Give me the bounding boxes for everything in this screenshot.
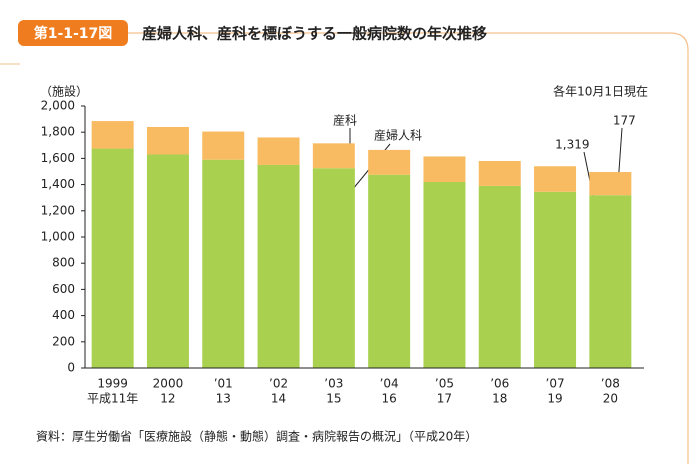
bar-segment [478, 185, 521, 368]
x-tick-sublabel: 14 [271, 392, 286, 406]
x-tick-sublabel: 19 [547, 392, 562, 406]
bar-segment [478, 161, 521, 186]
x-tick-label: ’03 [324, 377, 343, 391]
y-tick-label: 2,000 [41, 99, 75, 113]
x-tick-label: ’07 [546, 377, 565, 391]
figure-number: 第1-1-17図 [34, 25, 113, 42]
x-tick-sublabel: 13 [216, 392, 231, 406]
x-tick-sublabel: 15 [326, 392, 341, 406]
x-tick-label: ’08 [601, 377, 620, 391]
x-tick-sublabel: 17 [437, 392, 452, 406]
frame [128, 32, 689, 464]
y-tick-label: 0 [67, 361, 75, 375]
bar-segment [202, 131, 245, 160]
bar-segment [312, 168, 355, 368]
x-tick-label: ’01 [214, 377, 233, 391]
y-tick-label: 1,400 [41, 177, 75, 191]
x-tick-label: ’05 [435, 377, 454, 391]
bar-segment [202, 159, 245, 368]
bar-segment [589, 195, 632, 368]
chart-title: 産婦人科、産科を標ぼうする一般病院数の年次推移 [142, 25, 487, 43]
bar-segment [534, 166, 577, 192]
value-label: 177 [613, 114, 636, 128]
bar-segment [146, 126, 189, 155]
x-tick-label: 2000 [153, 377, 184, 391]
source: 資料：厚生労働省「医療施設（静態・動態）調査・病院報告の概況」（平成20年） [36, 429, 477, 444]
y-tick-label: 1,800 [41, 125, 75, 139]
bar-segment [91, 148, 134, 368]
bar-segment [257, 164, 300, 368]
bar-segment [368, 174, 411, 368]
x-tick-label: ’06 [490, 377, 509, 391]
bar-segment [589, 172, 632, 196]
y-tick-label: 200 [52, 334, 75, 348]
bar-segment [312, 143, 355, 169]
y-tick-label: 400 [52, 308, 75, 322]
y-tick-label: 1,200 [41, 203, 75, 217]
legend-label: 産婦人科 [374, 128, 422, 143]
note: 各年10月1日現在 [553, 84, 648, 99]
x-tick-sublabel: 20 [603, 392, 618, 406]
x-tick-sublabel: 18 [492, 392, 507, 406]
x-tick-sublabel: 12 [160, 392, 175, 406]
badge [18, 20, 128, 46]
bar-segment [257, 137, 300, 165]
y-tick-label: 800 [52, 256, 75, 270]
bar-segment [91, 121, 134, 149]
x-tick-label: ’02 [269, 377, 288, 391]
bar-segment [423, 156, 466, 182]
legend-label: 産科 [333, 113, 357, 128]
bar-segment [146, 154, 189, 368]
y-tick-label: 600 [52, 282, 75, 296]
x-tick-sublabel: 16 [382, 392, 397, 406]
x-tick-label: 1999 [97, 377, 128, 391]
y-unit: （施設） [40, 84, 88, 99]
bar-segment [368, 149, 411, 175]
x-tick-label: ’04 [380, 377, 399, 391]
bar-segment [534, 191, 577, 368]
value-label: 1,319 [555, 138, 589, 152]
bar-segment [423, 181, 466, 368]
y-tick-label: 1,600 [41, 151, 75, 165]
x-tick-sublabel: 平成11年 [87, 392, 138, 406]
y-tick-label: 1,000 [41, 230, 75, 244]
